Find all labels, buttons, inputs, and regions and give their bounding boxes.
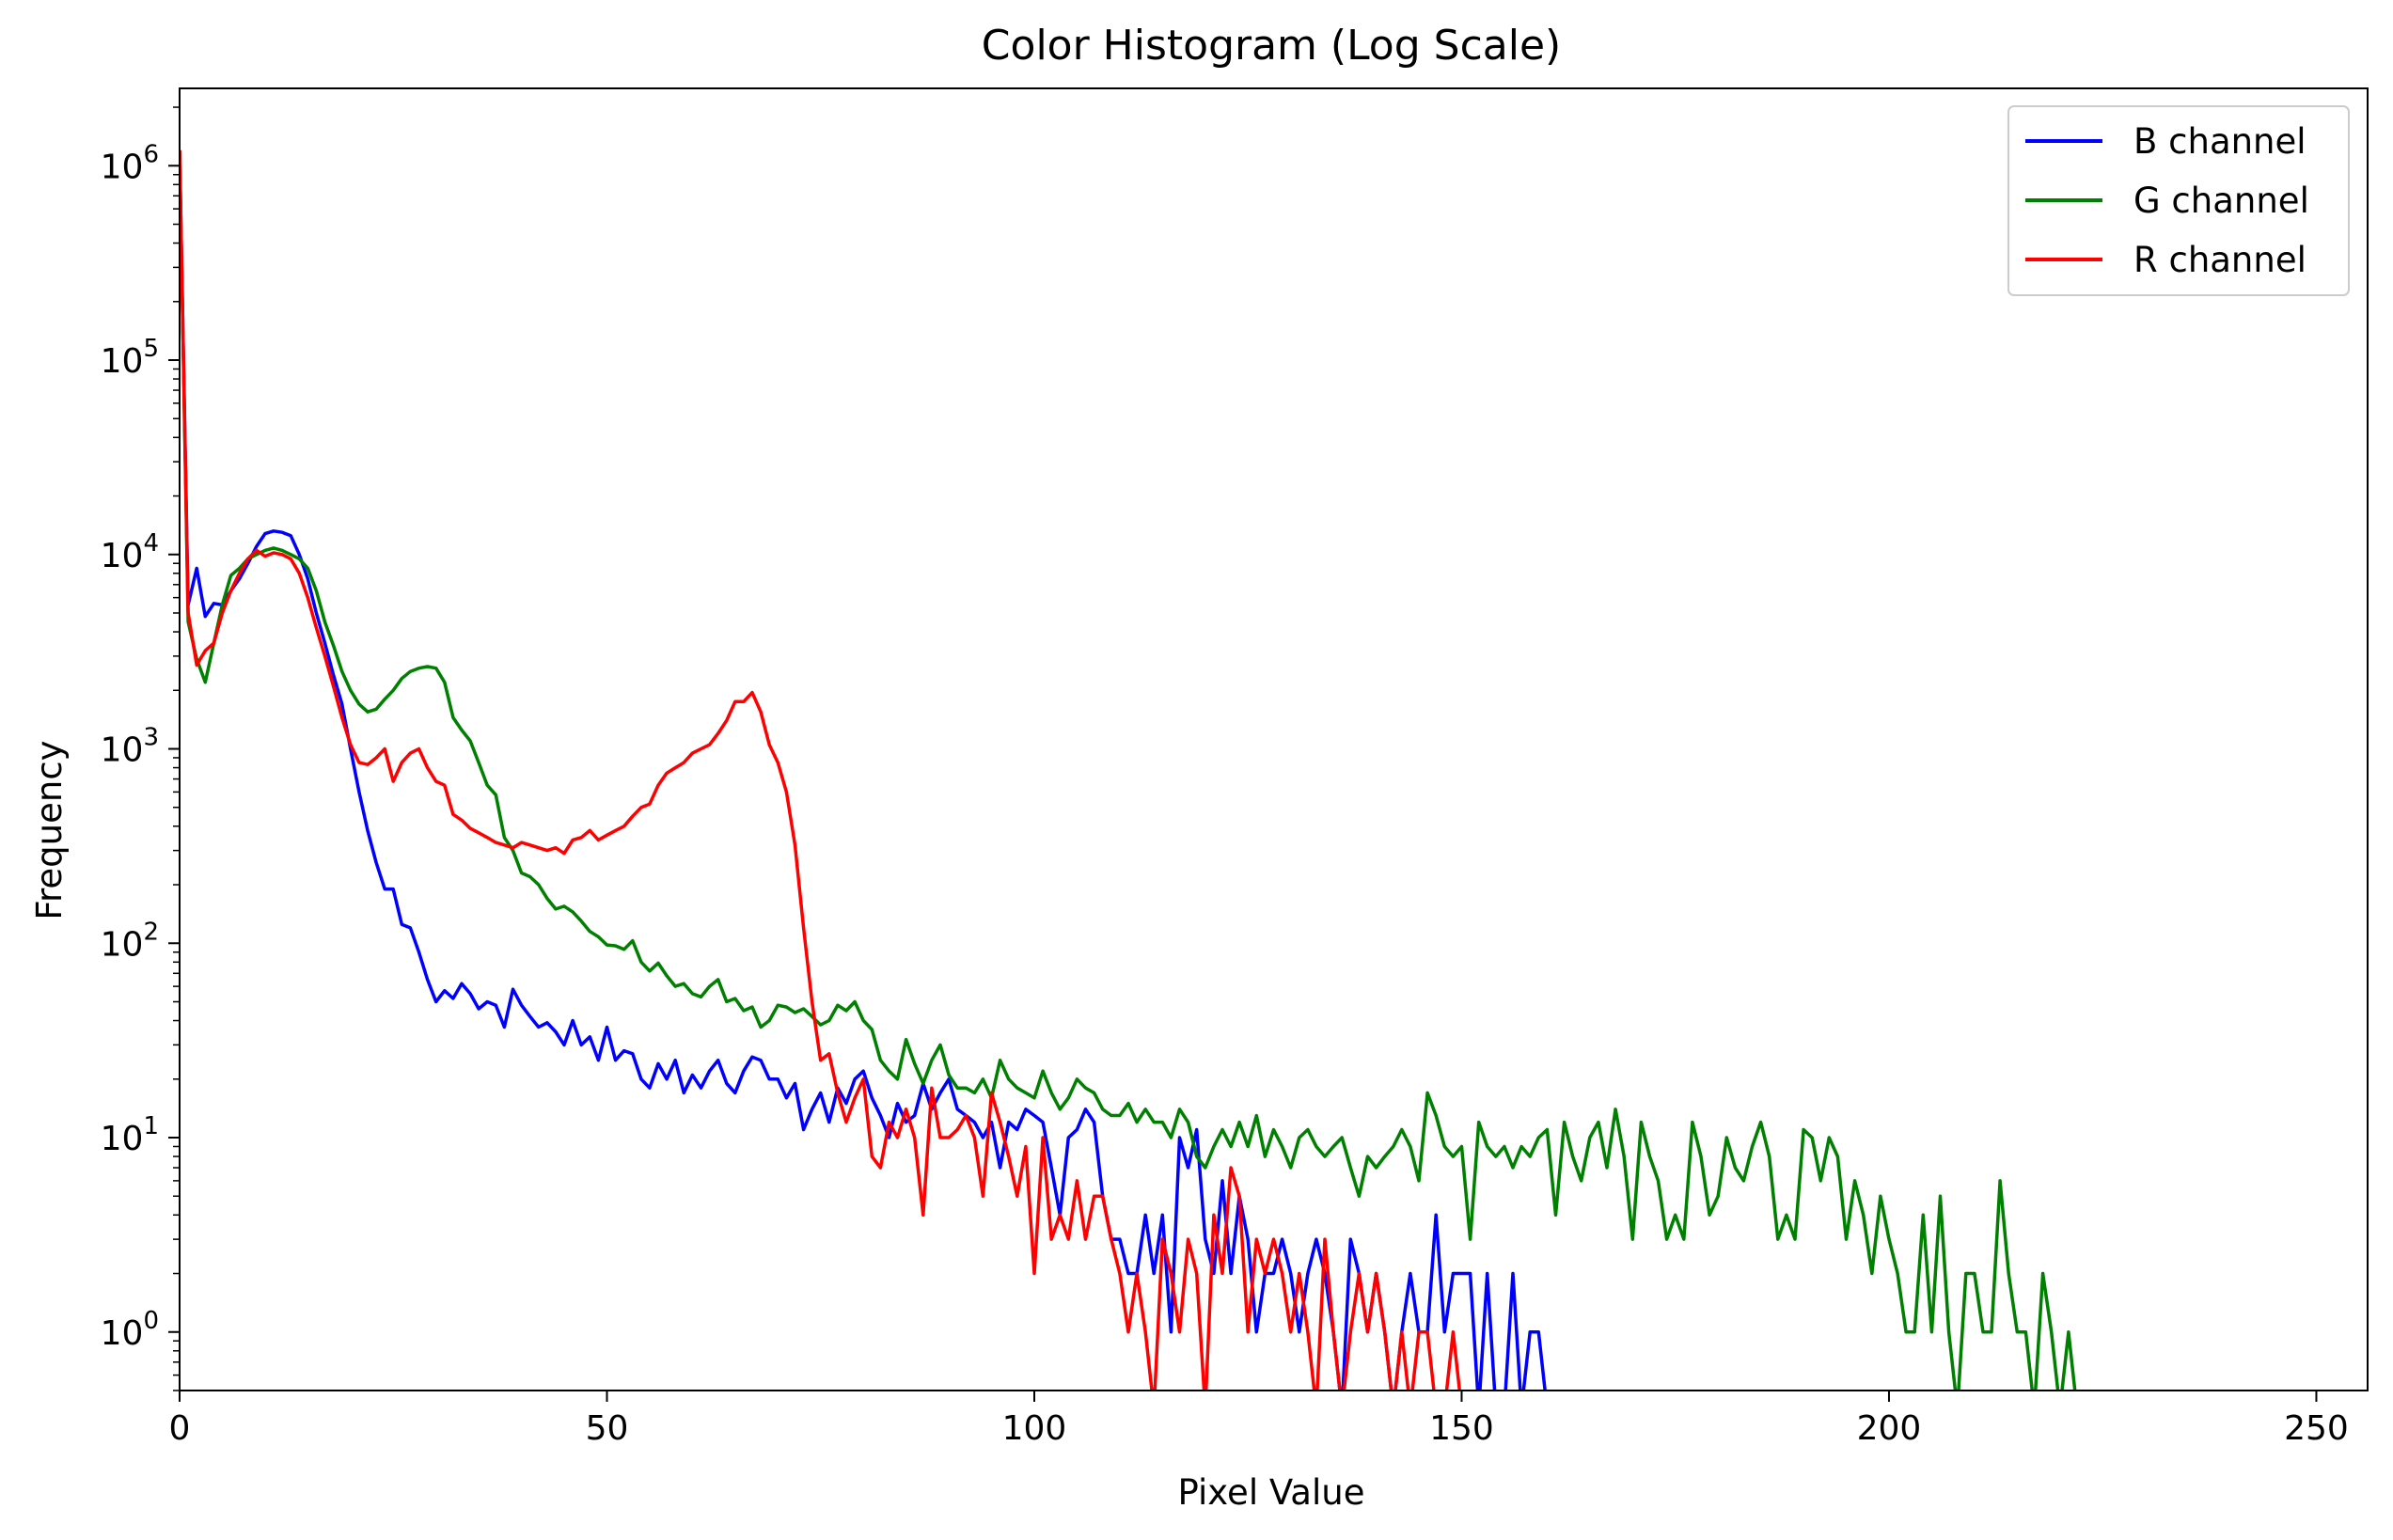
legend-label: B channel [2133, 121, 2306, 162]
y-tick-label: 106 [101, 140, 159, 186]
x-tick-label: 200 [1857, 1409, 1922, 1448]
axes: 0 50 100 150 200 250 100 101 102 103 104 105 106 [101, 87, 2369, 1448]
legend: B channel G channel R channel [2007, 105, 2350, 296]
series-line-2 [180, 149, 2077, 1391]
y-tick-label: 104 [101, 529, 159, 575]
series-line-3 [180, 149, 1462, 1391]
legend-label: G channel [2133, 181, 2309, 221]
y-axis-label: Frequency [29, 740, 70, 919]
legend-box [2007, 105, 2350, 296]
axes-frame [179, 87, 2369, 1391]
legend-label: R channel [2133, 240, 2306, 280]
y-tick-label: 103 [101, 724, 159, 770]
x-tick-label: 250 [2284, 1409, 2349, 1448]
x-axis-label: Pixel Value [1178, 1472, 1365, 1513]
x-tick-label: 0 [169, 1409, 191, 1448]
y-tick-label: 102 [101, 918, 159, 964]
y-tick-label: 101 [101, 1112, 159, 1158]
x-tick-label: 100 [1002, 1409, 1067, 1448]
y-tick-label: 100 [101, 1307, 159, 1353]
chart-title: Color Histogram (Log Scale) [982, 22, 1561, 70]
series-line-1 [180, 149, 1547, 1391]
plot-area [180, 149, 2077, 1391]
x-tick-label: 50 [586, 1409, 629, 1448]
x-tick-label: 150 [1429, 1409, 1494, 1448]
y-tick-label: 105 [101, 335, 159, 381]
